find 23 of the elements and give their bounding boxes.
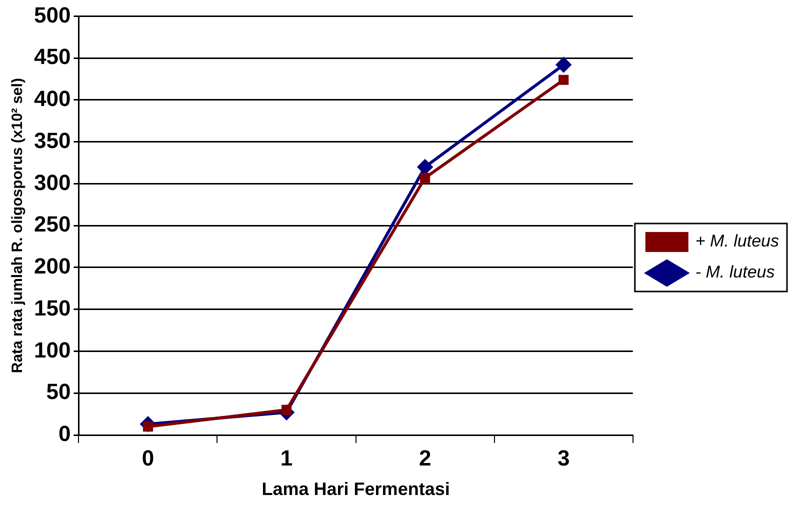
y-tick-label: 200: [34, 254, 71, 279]
y-tick-label: 0: [58, 421, 71, 446]
y-tick-label: 400: [34, 86, 71, 112]
point: [556, 57, 572, 72]
x-tick-label: 1: [280, 445, 293, 470]
y-tick-label: 100: [34, 337, 71, 362]
y-axis-title: Rata rata jumlah R. oligosporus (x10² sel): [9, 78, 26, 374]
point: [558, 74, 569, 85]
y-tick-label: 50: [46, 379, 71, 404]
y-tick-label: 300: [34, 170, 71, 195]
y-tick-label: 250: [34, 212, 71, 237]
y-tick-label: 150: [34, 295, 71, 320]
point: [418, 159, 433, 174]
legend-label: + M. luteus: [695, 232, 780, 251]
x-tick-label: 2: [418, 445, 432, 470]
point: [420, 172, 430, 183]
x-tick-label: 0: [142, 445, 154, 470]
legend-label: - M. luteus: [695, 262, 776, 282]
x-axis-title: Lama Hari Fermentasi: [262, 479, 450, 500]
y-tick-label: 450: [34, 44, 71, 70]
y-tick-label: 500: [34, 2, 71, 28]
y-tick-label: 350: [34, 128, 71, 153]
x-tick-label: 3: [557, 445, 570, 470]
